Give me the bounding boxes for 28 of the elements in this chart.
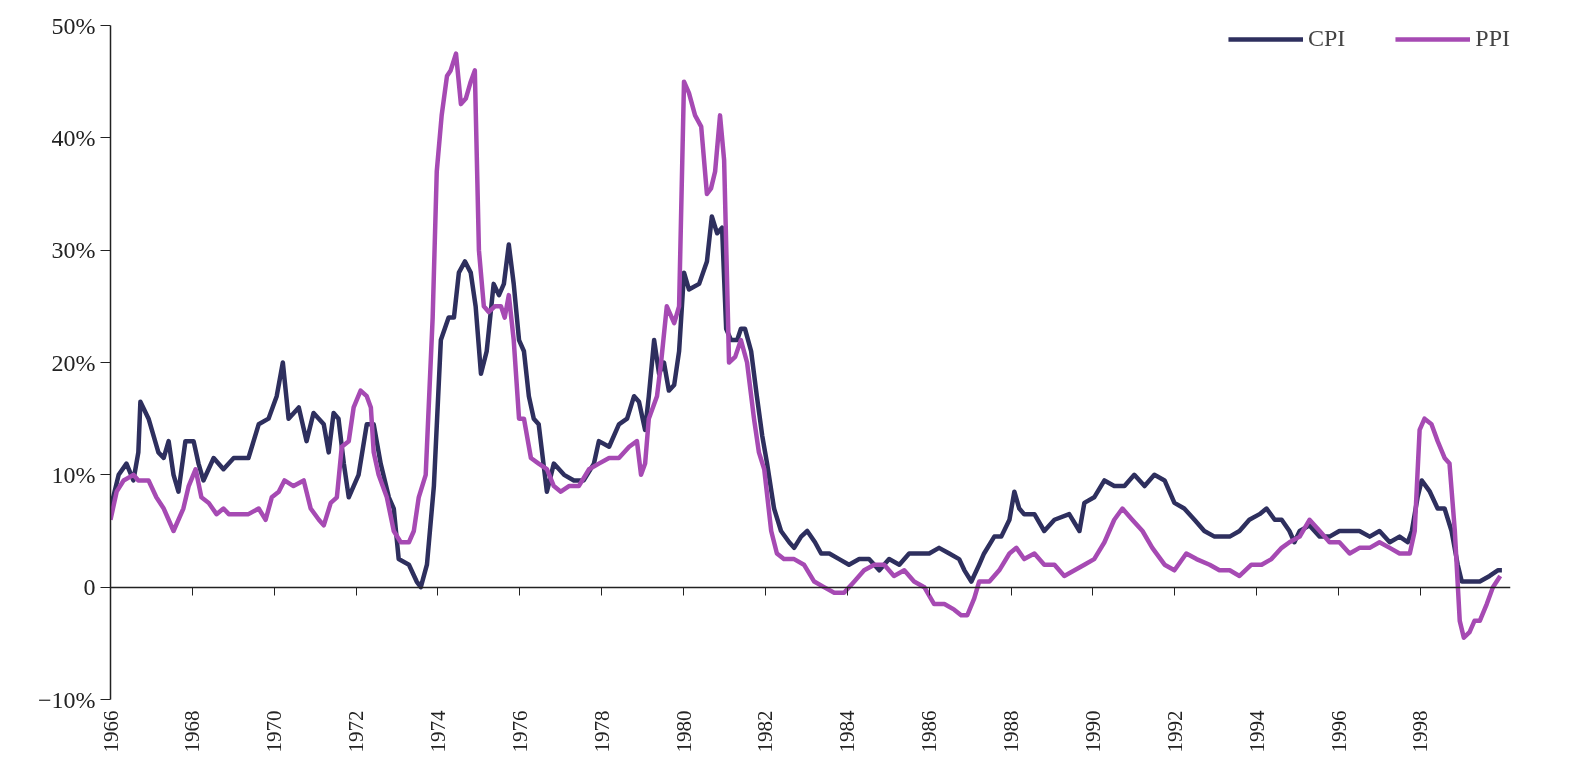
x-tick-label: 1998: [1408, 710, 1433, 753]
y-tick-label: 40%: [51, 124, 96, 151]
legend-label: CPI: [1307, 25, 1346, 52]
x-tick-label: 1974: [425, 710, 450, 753]
x-tick-label: 1978: [589, 710, 614, 753]
x-tick-label: 1976: [507, 710, 532, 753]
x-tick-label: 1968: [180, 710, 205, 753]
x-tick-label: 1972: [344, 710, 369, 753]
line-series: [110, 51, 1503, 640]
y-tick-label: 0: [83, 574, 96, 601]
line-series: [110, 214, 1505, 590]
x-tick-label: 1994: [1244, 710, 1269, 753]
y-tick-label: 20%: [51, 349, 96, 376]
legend-label: PPI: [1475, 25, 1510, 52]
x-tick-label: 1984: [835, 710, 860, 753]
y-tick-label: −10%: [37, 686, 96, 713]
x-tick-label: 1992: [1162, 710, 1187, 753]
y-tick-label: 10%: [51, 461, 96, 488]
x-tick-label: 1988: [999, 710, 1024, 753]
x-tick-label: 1970: [262, 710, 287, 753]
x-tick-label: 1986: [917, 710, 942, 753]
x-tick-label: 1996: [1326, 710, 1351, 753]
y-tick-label: 50%: [51, 12, 96, 39]
x-tick-label: 1990: [1080, 710, 1105, 753]
y-tick-label: 30%: [51, 237, 96, 264]
x-tick-label: 1966: [98, 710, 123, 753]
x-tick-label: 1982: [753, 710, 778, 753]
x-tick-label: 1980: [671, 710, 696, 753]
